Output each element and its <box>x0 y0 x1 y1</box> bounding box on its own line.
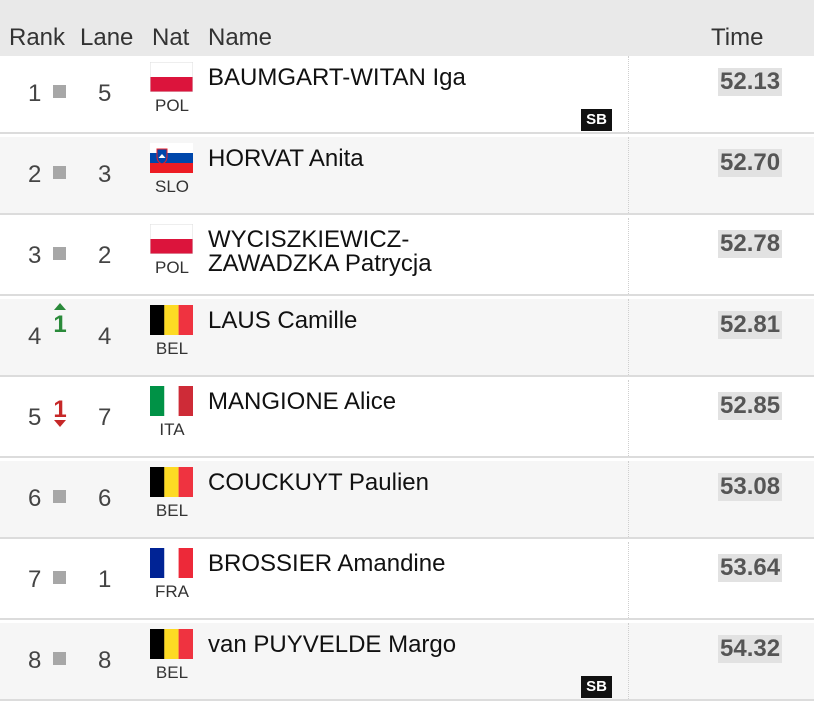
slovenia-flag-icon <box>150 143 193 173</box>
header-nat[interactable]: Nat <box>152 24 190 51</box>
poland-flag-icon <box>150 224 193 254</box>
rank-down-indicator: 1 <box>52 384 68 432</box>
athlete-name[interactable]: LAUS Camille <box>208 307 358 334</box>
column-divider <box>628 461 629 537</box>
athlete-name[interactable]: van PUYVELDE Margo <box>208 631 457 658</box>
no-change-icon <box>53 652 66 665</box>
column-divider <box>628 542 629 618</box>
lane-value: 3 <box>98 161 112 188</box>
time-value: 52.81 <box>718 311 783 339</box>
rank-value: 8 <box>28 647 42 674</box>
arrow-up-icon <box>54 303 66 310</box>
athlete-name[interactable]: MANGIONE Alice <box>208 388 397 415</box>
table-row[interactable]: 4 1 4 BEL LAUS Camille 52.81 <box>0 299 814 377</box>
rank-value: 5 <box>28 404 42 431</box>
belgium-flag-icon <box>150 629 193 659</box>
lane-value: 5 <box>98 80 112 107</box>
time-value: 52.70 <box>718 149 783 177</box>
header-time[interactable]: Time <box>711 24 764 51</box>
rank-value: 2 <box>28 161 42 188</box>
athlete-name[interactable]: BROSSIER Amandine <box>208 550 446 577</box>
rank-change-value: 1 <box>53 311 67 338</box>
rank-up-indicator: 1 <box>52 303 68 351</box>
arrow-down-icon <box>54 420 66 427</box>
rank-value: 4 <box>28 323 42 350</box>
france-flag-icon <box>150 548 193 578</box>
rank-value: 7 <box>28 566 42 593</box>
time-value: 52.13 <box>718 68 783 96</box>
lane-value: 1 <box>98 566 112 593</box>
header-lane[interactable]: Lane <box>80 24 134 51</box>
athlete-name[interactable]: HORVAT Anita <box>208 145 364 172</box>
nat-code: POL <box>154 96 190 115</box>
nat-code: ITA <box>159 420 185 439</box>
belgium-flag-icon <box>150 305 193 335</box>
athlete-name[interactable]: COUCKUYT Paulien <box>208 469 429 496</box>
season-best-badge: SB <box>581 109 612 131</box>
athlete-name-line1: WYCISZKIEWICZ- <box>208 226 410 253</box>
poland-flag-icon <box>150 62 193 92</box>
table-header: Rank Lane Nat Name Time <box>0 0 814 56</box>
belgium-flag-icon <box>150 467 193 497</box>
header-name[interactable]: Name <box>208 24 273 51</box>
lane-value: 7 <box>98 404 112 431</box>
nat-code: SLO <box>154 177 190 196</box>
rank-change-value: 1 <box>53 396 67 423</box>
time-value: 53.08 <box>718 473 783 501</box>
nat-code: BEL <box>155 339 189 358</box>
table-row[interactable]: 2 3 SLO HORVAT Anita 52.70 <box>0 137 814 215</box>
column-divider <box>628 380 629 456</box>
time-value: 54.32 <box>718 635 783 663</box>
table-row[interactable]: 1 5 POL BAUMGART-WITAN Iga SB 52.13 <box>0 56 814 134</box>
nat-code: POL <box>154 258 190 277</box>
header-rank[interactable]: Rank <box>9 24 66 51</box>
rank-value: 6 <box>28 485 42 512</box>
table-row[interactable]: 6 6 BEL COUCKUYT Paulien 53.08 <box>0 461 814 539</box>
column-divider <box>628 218 629 294</box>
no-change-icon <box>53 490 66 503</box>
athlete-name-line2: ZAWADZKA Patrycja <box>208 250 432 277</box>
column-divider <box>628 623 629 699</box>
nat-code: BEL <box>155 663 189 682</box>
table-row[interactable]: 5 1 7 ITA MANGIONE Alice 52.85 <box>0 380 814 458</box>
lane-value: 2 <box>98 242 112 269</box>
nat-code: FRA <box>155 582 189 601</box>
lane-value: 8 <box>98 647 112 674</box>
rank-value: 1 <box>28 80 42 107</box>
season-best-badge: SB <box>581 676 612 698</box>
nat-code: BEL <box>155 501 189 520</box>
table-row[interactable]: 8 8 BEL van PUYVELDE Margo SB 54.32 <box>0 623 814 701</box>
table-row[interactable]: 7 1 FRA BROSSIER Amandine 53.64 <box>0 542 814 620</box>
time-value: 52.78 <box>718 230 783 258</box>
column-divider <box>628 137 629 213</box>
rank-value: 3 <box>28 242 42 269</box>
no-change-icon <box>53 247 66 260</box>
athlete-name[interactable]: BAUMGART-WITAN Iga <box>208 64 466 91</box>
column-divider <box>628 299 629 375</box>
no-change-icon <box>53 85 66 98</box>
no-change-icon <box>53 166 66 179</box>
column-divider <box>628 56 629 132</box>
lane-value: 6 <box>98 485 112 512</box>
athlete-name[interactable]: WYCISZKIEWICZ- ZAWADZKA Patrycja <box>208 228 608 276</box>
table-row[interactable]: 3 2 POL WYCISZKIEWICZ- ZAWADZKA Patrycja… <box>0 218 814 296</box>
no-change-icon <box>53 571 66 584</box>
time-value: 52.85 <box>718 392 783 420</box>
time-value: 53.64 <box>718 554 783 582</box>
italy-flag-icon <box>150 386 193 416</box>
lane-value: 4 <box>98 323 112 350</box>
